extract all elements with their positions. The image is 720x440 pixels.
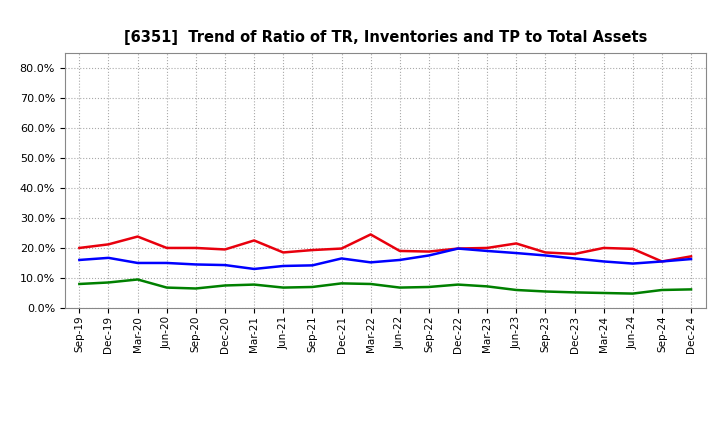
Trade Payables bbox=[220, 283, 229, 288]
Trade Payables bbox=[192, 286, 200, 291]
Trade Payables bbox=[512, 287, 521, 293]
Trade Receivables bbox=[657, 259, 666, 264]
Trade Receivables bbox=[366, 232, 375, 237]
Trade Payables bbox=[308, 284, 317, 290]
Inventories bbox=[337, 256, 346, 261]
Title: [6351]  Trend of Ratio of TR, Inventories and TP to Total Assets: [6351] Trend of Ratio of TR, Inventories… bbox=[124, 29, 647, 45]
Trade Payables bbox=[687, 287, 696, 292]
Trade Receivables bbox=[163, 246, 171, 251]
Trade Payables bbox=[250, 282, 258, 287]
Trade Receivables bbox=[220, 247, 229, 252]
Inventories bbox=[512, 250, 521, 256]
Trade Receivables bbox=[687, 254, 696, 259]
Inventories bbox=[104, 255, 113, 260]
Trade Receivables bbox=[250, 238, 258, 243]
Trade Payables bbox=[483, 284, 492, 289]
Trade Receivables bbox=[395, 248, 404, 253]
Line: Trade Payables: Trade Payables bbox=[79, 279, 691, 293]
Trade Receivables bbox=[599, 246, 608, 251]
Trade Payables bbox=[104, 280, 113, 285]
Inventories bbox=[163, 260, 171, 266]
Trade Receivables bbox=[104, 242, 113, 247]
Inventories bbox=[366, 260, 375, 265]
Trade Receivables bbox=[454, 246, 462, 251]
Inventories bbox=[687, 257, 696, 262]
Inventories bbox=[425, 253, 433, 258]
Inventories bbox=[541, 253, 550, 258]
Trade Payables bbox=[366, 281, 375, 286]
Trade Payables bbox=[279, 285, 287, 290]
Inventories bbox=[483, 248, 492, 253]
Inventories bbox=[599, 259, 608, 264]
Inventories bbox=[629, 261, 637, 266]
Trade Payables bbox=[75, 281, 84, 286]
Inventories bbox=[570, 256, 579, 261]
Inventories bbox=[220, 262, 229, 268]
Inventories bbox=[250, 266, 258, 271]
Trade Payables bbox=[541, 289, 550, 294]
Trade Payables bbox=[454, 282, 462, 287]
Inventories bbox=[279, 263, 287, 268]
Inventories bbox=[657, 259, 666, 264]
Trade Receivables bbox=[483, 246, 492, 251]
Inventories bbox=[395, 257, 404, 263]
Trade Payables bbox=[395, 285, 404, 290]
Trade Payables bbox=[133, 277, 142, 282]
Inventories bbox=[192, 262, 200, 267]
Trade Payables bbox=[163, 285, 171, 290]
Trade Receivables bbox=[308, 247, 317, 253]
Line: Inventories: Inventories bbox=[79, 249, 691, 269]
Line: Trade Receivables: Trade Receivables bbox=[79, 235, 691, 261]
Trade Receivables bbox=[133, 234, 142, 239]
Trade Receivables bbox=[425, 249, 433, 254]
Inventories bbox=[308, 263, 317, 268]
Trade Receivables bbox=[570, 251, 579, 257]
Trade Receivables bbox=[337, 246, 346, 251]
Trade Payables bbox=[337, 281, 346, 286]
Trade Receivables bbox=[279, 250, 287, 255]
Inventories bbox=[454, 246, 462, 251]
Trade Payables bbox=[629, 291, 637, 296]
Trade Receivables bbox=[75, 246, 84, 251]
Trade Payables bbox=[425, 284, 433, 290]
Trade Receivables bbox=[629, 246, 637, 252]
Inventories bbox=[75, 257, 84, 263]
Trade Receivables bbox=[192, 246, 200, 251]
Trade Payables bbox=[657, 287, 666, 293]
Trade Payables bbox=[570, 290, 579, 295]
Trade Receivables bbox=[541, 250, 550, 255]
Inventories bbox=[133, 260, 142, 266]
Trade Payables bbox=[599, 290, 608, 296]
Trade Receivables bbox=[512, 241, 521, 246]
